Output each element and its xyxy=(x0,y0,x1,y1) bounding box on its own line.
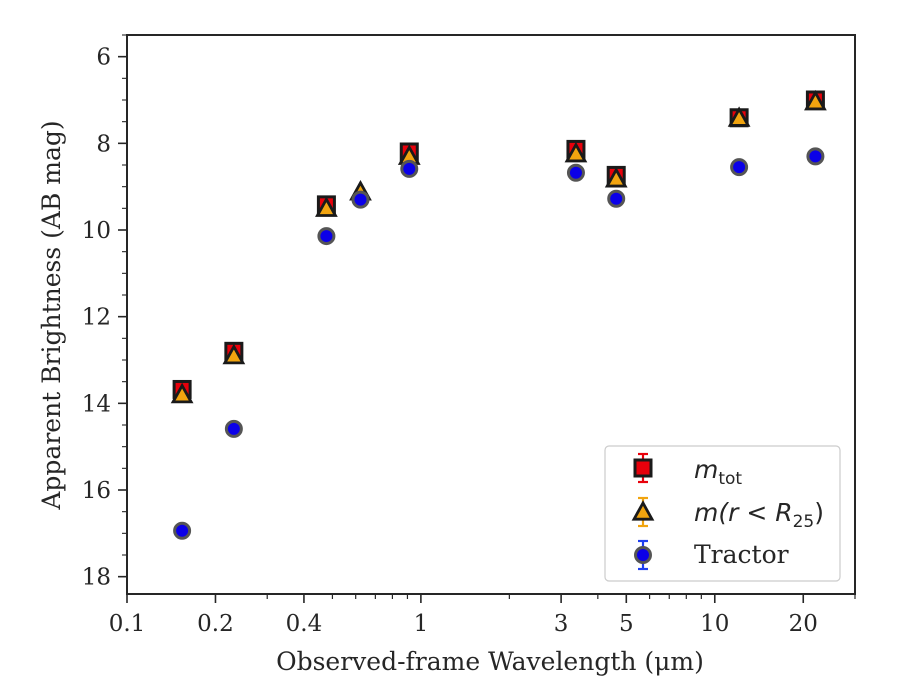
legend-label-m-r25: m(r < R25) xyxy=(694,498,824,532)
y-tick-label: 8 xyxy=(96,131,111,157)
x-tick-label: 0.2 xyxy=(197,611,234,637)
legend-box xyxy=(604,445,841,582)
m-r25-point xyxy=(804,89,827,111)
x-axis: 0.1 0.2 0.4 1 3 5 10 20 xyxy=(109,594,856,637)
legend-marker-m-r25 xyxy=(631,500,655,521)
tractor-point xyxy=(566,163,585,182)
tractor-point xyxy=(224,419,243,438)
x-tick-label: 3 xyxy=(554,611,569,637)
tractor-point xyxy=(317,227,336,246)
series-tractor xyxy=(173,147,825,540)
x-tick-label: 5 xyxy=(619,611,634,637)
series-m-r25 xyxy=(170,89,827,404)
y-tick-label: 18 xyxy=(82,565,111,591)
x-tick-label: 10 xyxy=(700,611,729,637)
y-tick-label: 12 xyxy=(82,305,111,331)
legend-marker-tractor xyxy=(634,546,652,564)
legend: mtot m(r < R25) Tractor xyxy=(604,445,841,582)
y-tick-label: 14 xyxy=(82,391,111,417)
legend-label-m-r25-sub: 25 xyxy=(793,512,815,532)
legend-label-mtot: mtot xyxy=(694,455,742,489)
y-axis-label: Apparent Brightness (AB mag) xyxy=(37,120,66,510)
y-tick-label: 16 xyxy=(82,478,111,504)
legend-label-mtot-base: m xyxy=(694,455,718,484)
x-tick-label: 1 xyxy=(414,611,429,637)
plot-frame xyxy=(126,34,856,595)
m-r25-point xyxy=(315,196,338,217)
tractor-point xyxy=(400,159,419,178)
legend-marker-mtot xyxy=(633,458,653,478)
x-tick-label: 20 xyxy=(789,611,818,637)
legend-label-m-r25-base: m(r < R xyxy=(694,498,793,527)
legend-markers xyxy=(631,452,655,571)
m-r25-point xyxy=(170,382,194,404)
x-tick-label: 0.1 xyxy=(109,611,146,637)
tractor-point xyxy=(806,147,825,166)
m-r25-point xyxy=(604,166,628,188)
legend-label-m-r25-suffix: ) xyxy=(814,498,824,527)
y-axis: 6 8 10 12 14 16 18 xyxy=(82,34,127,591)
m-r25-point xyxy=(222,343,246,365)
legend-label-tractor: Tractor xyxy=(694,540,789,569)
m-r25-point xyxy=(564,141,588,163)
y-tick-label: 10 xyxy=(82,218,111,244)
tractor-point xyxy=(607,189,626,208)
tractor-point xyxy=(351,190,370,209)
tractor-point xyxy=(173,521,192,540)
legend-label-mtot-sub: tot xyxy=(718,469,742,489)
y-tick-label: 6 xyxy=(96,45,111,71)
x-tick-label: 0.4 xyxy=(286,611,323,637)
m-r25-point xyxy=(727,106,751,127)
plot-area xyxy=(170,89,827,540)
series-mtot xyxy=(172,90,825,399)
tractor-point xyxy=(730,158,749,177)
x-axis-label: Observed-frame Wavelength (μm) xyxy=(276,647,704,676)
